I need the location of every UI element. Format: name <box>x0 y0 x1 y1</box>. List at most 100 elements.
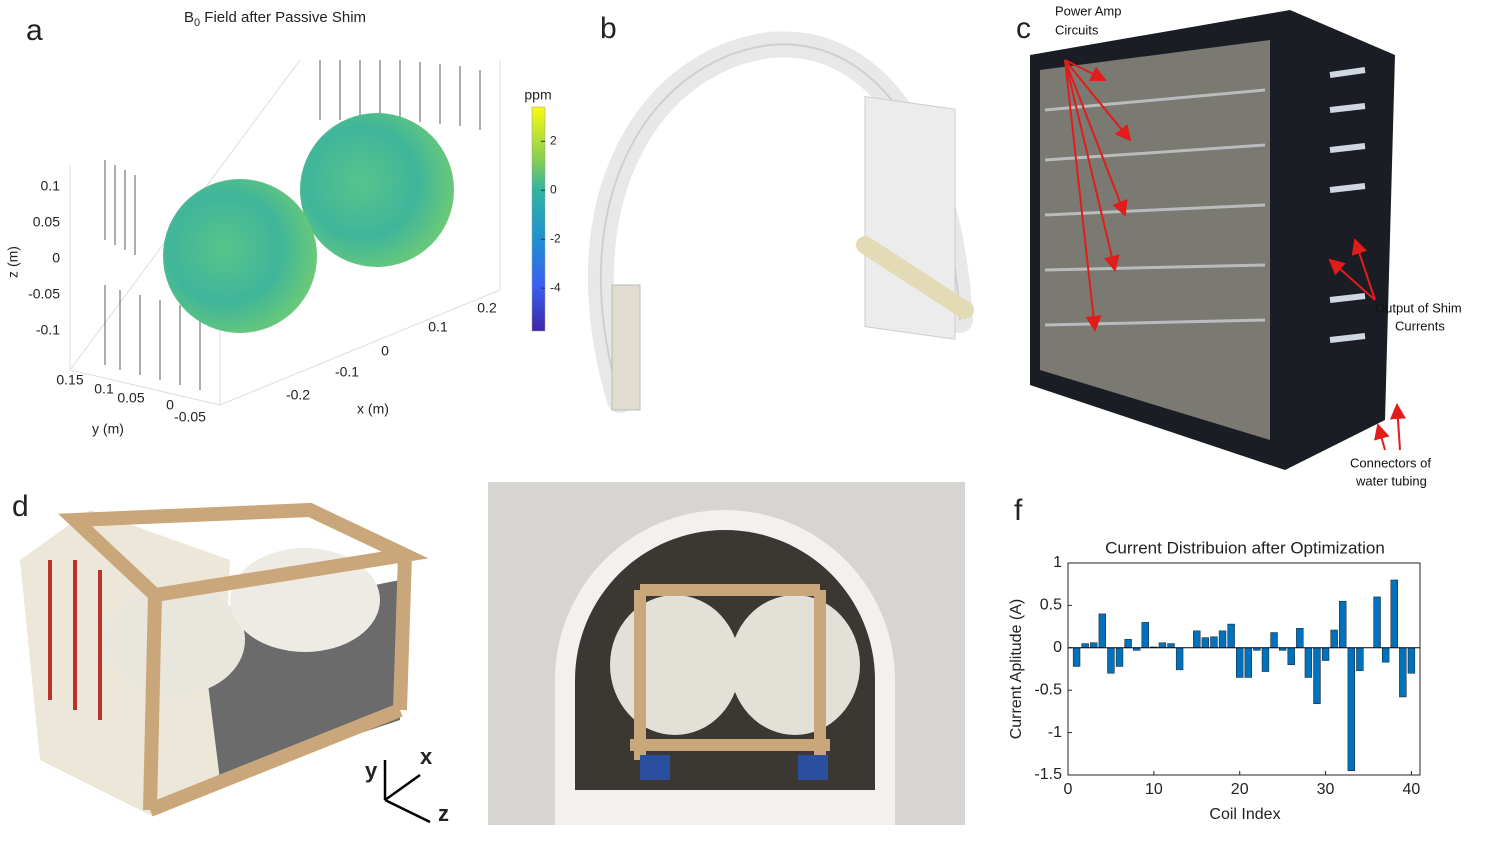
bar <box>1356 647 1364 671</box>
bar <box>1158 642 1167 649</box>
x-tick-label: 10 <box>1145 781 1163 798</box>
bar <box>1399 647 1407 698</box>
bar <box>1193 630 1201 649</box>
x-tick: 0.1 <box>428 319 448 335</box>
bar <box>1072 647 1081 667</box>
title-part: B <box>184 9 194 26</box>
panel-label: d <box>12 490 29 523</box>
chart-title: Current Distribuion after Optimization <box>1105 538 1385 557</box>
panel-label: a <box>26 14 43 47</box>
bar <box>1210 636 1218 649</box>
x-axis-label: Coil Index <box>1209 806 1280 823</box>
axes-box <box>1067 562 1421 776</box>
y-tick-label: 0.5 <box>1040 597 1062 614</box>
x-tick: 0.2 <box>477 300 497 316</box>
annotation: Connectors of <box>1350 455 1431 470</box>
z-label: z (m) <box>5 246 21 278</box>
bar <box>1390 579 1398 649</box>
sphere <box>300 113 454 267</box>
y-tick-label: 1 <box>1053 554 1062 571</box>
y-tick: 0.1 <box>94 381 114 397</box>
annotation: Currents <box>1395 318 1445 333</box>
bar <box>1107 647 1115 674</box>
x-label: x (m) <box>357 401 389 417</box>
bar <box>1407 647 1416 674</box>
title-sub: 0 <box>194 17 200 29</box>
bar <box>1330 629 1338 649</box>
y-tick-label: -1.5 <box>1034 766 1062 783</box>
x-tick: -0.1 <box>335 364 359 380</box>
colorbar-tick-label: -4 <box>550 280 561 294</box>
colorbar-tick-label: -2 <box>550 231 561 245</box>
bar <box>1175 647 1184 671</box>
bar <box>1090 642 1098 649</box>
title: B0 Field after Passive Shim <box>184 9 366 29</box>
panel-label: c <box>1016 12 1031 45</box>
axis-label: x <box>420 744 433 769</box>
bar <box>1381 647 1390 663</box>
x-tick: -0.2 <box>286 387 310 403</box>
y-tick: 0 <box>166 397 174 413</box>
axis-label: z <box>438 801 449 826</box>
axis-label: y <box>365 758 378 783</box>
x-tick: 0 <box>381 343 389 359</box>
y-axis-label: Current Aplitude (A) <box>1008 599 1025 740</box>
x-tick-label: 30 <box>1317 781 1335 798</box>
bar <box>1167 643 1175 649</box>
z-tick: -0.05 <box>28 286 60 302</box>
y-tick: 0.15 <box>56 372 83 388</box>
z-tick: 0.05 <box>33 214 60 230</box>
bar <box>1218 630 1227 649</box>
z-tick: -0.1 <box>36 322 60 338</box>
colorbar-tick-label: 2 <box>550 133 557 147</box>
bar <box>1321 647 1330 661</box>
z-tick: 0.1 <box>41 178 61 194</box>
bar <box>1201 637 1210 649</box>
annotation: water tubing <box>1355 473 1427 488</box>
bar <box>1313 647 1321 705</box>
bar <box>1270 632 1278 649</box>
bar <box>1236 647 1244 678</box>
colorbar-tick-label: 0 <box>550 182 557 196</box>
bar <box>1115 647 1124 667</box>
annotation: Output of Shim <box>1375 300 1462 315</box>
colorbar <box>531 106 546 332</box>
y-tick: 0.05 <box>117 390 144 406</box>
bar <box>1098 613 1107 649</box>
bar <box>1304 647 1313 678</box>
panel-f-chart: Current Distribuion after Optimization C… <box>1008 538 1421 823</box>
panel-label: f <box>1014 494 1023 527</box>
bar <box>1373 596 1381 649</box>
panel-label: b <box>600 12 617 45</box>
bar <box>1227 623 1235 649</box>
bar <box>1261 647 1270 672</box>
panel-c-photo: Power Amp Circuits Output of Shim Curren… <box>1030 3 1462 488</box>
panel-d-photo: y x z <box>20 502 449 826</box>
bar <box>1124 639 1132 649</box>
panel-b-photo <box>587 31 974 413</box>
panel-a: B0 Field after Passive Shim z (m) y (m) … <box>5 9 552 437</box>
y-tick: -0.05 <box>174 409 206 425</box>
y-tick-label: -0.5 <box>1034 681 1062 698</box>
bar <box>1287 647 1295 666</box>
bar <box>1081 643 1089 649</box>
panel-e-photo <box>488 482 965 825</box>
z-tick: 0 <box>52 250 60 266</box>
x-tick-label: 20 <box>1231 781 1249 798</box>
sphere <box>163 179 317 333</box>
bar <box>1141 622 1149 649</box>
y-tick-label: -1 <box>1048 724 1062 741</box>
bar <box>1347 647 1356 772</box>
x-tick-label: 0 <box>1064 781 1073 798</box>
bar <box>1296 628 1304 649</box>
title-part: Field after Passive Shim <box>200 9 366 26</box>
colorbar-label: ppm <box>524 87 551 103</box>
bar <box>1244 647 1252 678</box>
y-label: y (m) <box>92 421 124 437</box>
annotation: Circuits <box>1055 22 1099 37</box>
y-tick-label: 0 <box>1053 639 1062 656</box>
bar <box>1339 600 1347 649</box>
x-tick-label: 40 <box>1403 781 1421 798</box>
annotation: Power Amp <box>1055 3 1121 18</box>
